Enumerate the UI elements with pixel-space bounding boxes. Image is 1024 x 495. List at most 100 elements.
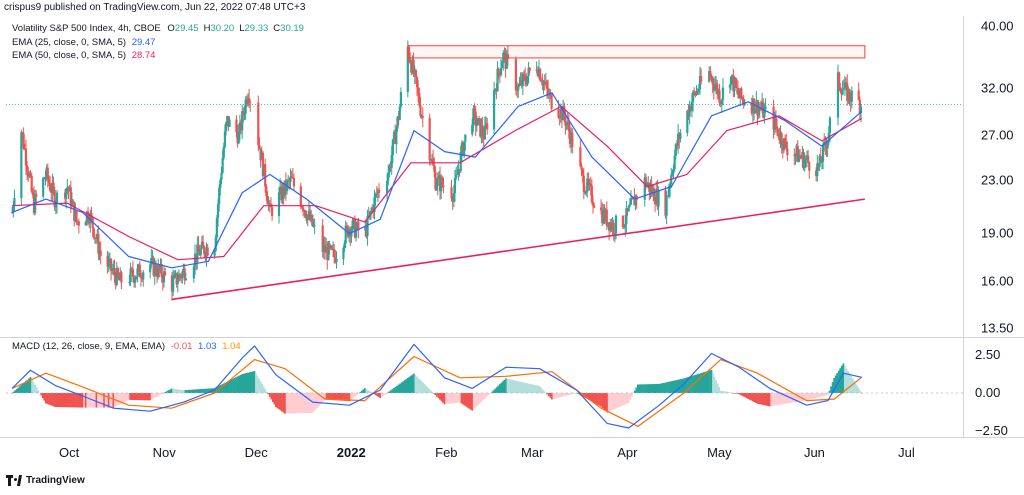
- candle-body: [474, 111, 477, 127]
- candle-body: [304, 210, 307, 217]
- macd-histogram-bar: [684, 377, 687, 393]
- macd-histogram-bar: [310, 393, 313, 413]
- macd-histogram-bar: [425, 385, 428, 393]
- macd-histogram-bar: [15, 389, 18, 393]
- macd-pane[interactable]: [6, 343, 963, 429]
- candle-body: [550, 93, 553, 109]
- ohlc-key-o: O: [167, 23, 175, 34]
- ohlc-value-l: 29.33: [244, 23, 269, 34]
- macd-histogram-bar: [724, 391, 727, 393]
- macd-histogram-bar: [804, 393, 806, 401]
- macd-histogram-bar: [678, 379, 681, 393]
- macd-histogram-bar: [797, 393, 800, 402]
- candle-body: [48, 183, 52, 191]
- macd-histogram-bar: [834, 375, 837, 393]
- macd-histogram-bar: [367, 390, 369, 393]
- macd-histogram-bar: [158, 393, 161, 396]
- candle-body: [178, 274, 182, 277]
- macd-histogram-bar: [848, 373, 851, 393]
- candle-body: [450, 187, 453, 199]
- macd-histogram-bar: [727, 392, 730, 393]
- macd-histogram-bar: [265, 391, 268, 393]
- macd-histogram: [11, 363, 863, 414]
- candle-body: [214, 237, 217, 252]
- candle-body: [751, 98, 754, 114]
- candle-body: [483, 125, 486, 140]
- macd-histogram-bar: [468, 393, 471, 409]
- candle-body: [548, 93, 551, 96]
- macd-histogram-bar: [236, 376, 239, 393]
- macd-histogram-bar: [333, 393, 336, 401]
- macd-histogram-bar: [98, 393, 101, 408]
- price-pane[interactable]: [0, 16, 1024, 338]
- macd-histogram-bar: [721, 390, 724, 393]
- candle-body: [459, 151, 462, 172]
- macd-histogram-bar: [748, 393, 751, 400]
- candle-body: [333, 249, 336, 258]
- macd-histogram-bar: [567, 393, 570, 396]
- macd-histogram-bar: [423, 384, 426, 393]
- candle-body: [51, 182, 54, 194]
- macd-histogram-bar: [770, 393, 773, 407]
- candle-body: [664, 190, 667, 216]
- candle-body: [326, 247, 329, 261]
- macd-histogram-bar: [696, 374, 699, 393]
- macd-histogram-bar: [90, 393, 93, 408]
- macd-histogram-bar: [446, 393, 449, 404]
- macd-histogram-bar: [278, 393, 280, 410]
- candle-body: [323, 244, 327, 253]
- macd-histogram-bar: [179, 389, 182, 393]
- macd-histogram-bar: [465, 393, 467, 407]
- candle-body: [506, 54, 509, 59]
- candle-body: [235, 119, 238, 133]
- candle-body: [840, 90, 843, 95]
- macd-histogram-bar: [451, 393, 454, 404]
- macd-histogram-bar: [413, 373, 415, 393]
- macd-histogram-bar: [379, 393, 382, 399]
- candle-body: [678, 133, 681, 139]
- candle-body: [549, 93, 552, 95]
- macd-histogram-bar: [781, 393, 783, 405]
- macd-histogram-bar: [253, 371, 256, 393]
- macd-histogram-bar: [110, 393, 113, 408]
- macd-histogram-bar: [340, 393, 343, 401]
- macd-histogram-bar: [187, 389, 190, 393]
- candle-body: [277, 192, 281, 216]
- macd-histogram-bar: [621, 393, 624, 406]
- macd-histogram-bar: [406, 377, 409, 393]
- macd-histogram-bar: [546, 393, 549, 395]
- tradingview-logo[interactable]: TradingView: [6, 475, 85, 486]
- candle-body: [290, 176, 293, 178]
- candle-body: [344, 225, 347, 244]
- macd-histogram-bar: [405, 379, 408, 393]
- candle-body: [495, 88, 498, 92]
- candle-body: [528, 67, 531, 71]
- candle-body: [155, 273, 159, 277]
- candle-body: [599, 207, 603, 211]
- macd-histogram-bar: [710, 369, 713, 393]
- macd-histogram-bar: [521, 382, 524, 393]
- candle-body: [649, 185, 652, 193]
- tradingview-logo-text: TradingView: [26, 475, 85, 486]
- candle-body: [741, 97, 744, 100]
- macd-histogram-bar: [646, 384, 648, 393]
- candle-body: [438, 175, 442, 192]
- candle-body: [160, 264, 163, 278]
- candle-body: [21, 132, 24, 134]
- candle-body: [392, 131, 396, 140]
- candle-body: [66, 187, 69, 189]
- macd-histogram-bar: [725, 391, 728, 393]
- macd-histogram-bar: [830, 386, 833, 393]
- macd-histogram-bar: [71, 393, 73, 408]
- candle-body: [755, 100, 758, 111]
- candle-body: [172, 278, 175, 292]
- candle-body: [366, 215, 369, 237]
- macd-histogram-bar: [414, 375, 417, 393]
- candle-body: [73, 201, 76, 222]
- candle-body: [353, 219, 357, 238]
- candle-body: [665, 195, 668, 216]
- candle-body: [657, 190, 660, 207]
- candle-body: [693, 91, 696, 93]
- candle-body: [292, 177, 296, 187]
